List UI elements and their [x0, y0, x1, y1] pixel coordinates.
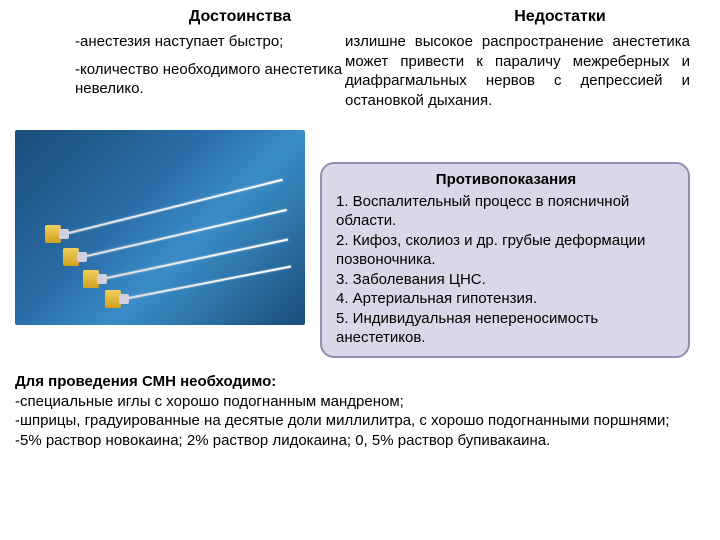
- requirement-3: -5% раствор новокаина; 2% раствор лидока…: [15, 432, 550, 449]
- disadvantages-text: излишне высокое распространение анестети…: [345, 32, 700, 110]
- requirements-section: Для проведения СМН необходимо: -специаль…: [15, 372, 705, 450]
- requirement-1: -специальные иглы с хорошо подогнанным м…: [15, 393, 404, 410]
- requirements-lead: Для проведения СМН необходимо:: [15, 373, 276, 390]
- disadvantages-header: Недостатки: [380, 8, 680, 26]
- advantages-header: Достоинства: [100, 8, 380, 26]
- contra-item-2: 2. Кифоз, сколиоз и др. грубые деформаци…: [336, 231, 676, 270]
- contra-item-1: 1. Воспалительный процесс в поясничной о…: [336, 192, 676, 231]
- advantage-item-1: -анестезия наступает быстро;: [75, 32, 345, 52]
- advantages-column: -анестезия наступает быстро; -количество…: [75, 32, 345, 110]
- needles-image: [15, 130, 305, 325]
- contraindications-title: Противопоказания: [336, 170, 676, 190]
- contraindications-box: Противопоказания 1. Воспалительный проце…: [320, 162, 690, 358]
- advantage-item-2: -количество необходимого анестетика неве…: [75, 60, 345, 99]
- requirement-2: -шприцы, градуированные на десятые доли …: [15, 412, 670, 429]
- contra-item-3: 3. Заболевания ЦНС.: [336, 270, 676, 290]
- contra-item-5: 5. Индивидуальная непереносимость анесте…: [336, 309, 676, 348]
- contra-item-4: 4. Артериальная гипотензия.: [336, 289, 676, 309]
